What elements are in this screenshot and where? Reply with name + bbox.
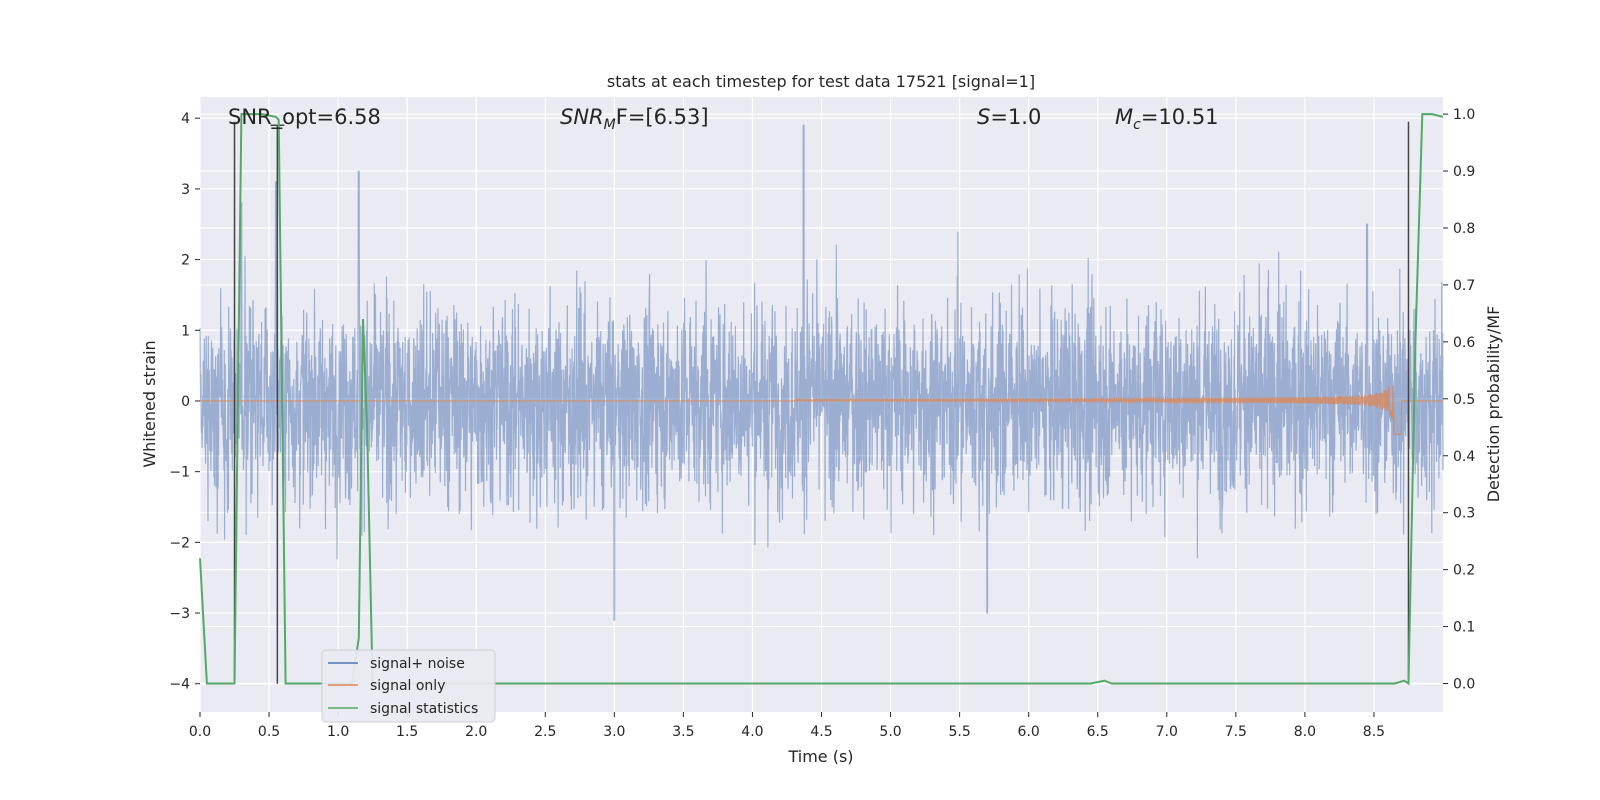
x-tick-label: 6.0 (1018, 724, 1040, 740)
y-tick-label: 0 (181, 394, 190, 410)
x-tick-label: 6.5 (1087, 724, 1109, 740)
x-tick-label: 2.5 (534, 724, 556, 740)
y-axis-left: −4 −3 −2 −1 0 1 2 3 4 (169, 111, 200, 693)
annotation-mc-sub: c (1133, 117, 1141, 133)
annotation-snr-mf: SNRMF=[6.53] (560, 105, 709, 133)
x-tick-label: 4.0 (741, 724, 763, 740)
annotation-snr-mf-main: SNR (560, 105, 604, 129)
x-tick-label: 7.5 (1225, 724, 1247, 740)
signal-plus-noise-line (199, 124, 1444, 621)
y-tick-label: −3 (169, 606, 190, 622)
legend-label-signal-statistics: signal statistics (370, 701, 478, 717)
x-tick-label: 4.5 (810, 724, 832, 740)
x-tick-label: 8.5 (1363, 724, 1385, 740)
x-tick-label: 5.0 (879, 724, 901, 740)
annotation-s: S=1.0 (977, 105, 1041, 129)
legend: signal+ noise signal only signal statist… (321, 649, 496, 723)
series-signal-statistics (199, 113, 1444, 686)
series-signal-plus-noise (199, 124, 1444, 621)
y-right-tick-label: 0.2 (1453, 563, 1475, 579)
legend-box (321, 649, 496, 723)
x-tick-label: 3.5 (672, 724, 694, 740)
x-tick-label: 0.5 (258, 724, 280, 740)
y-right-tick-label: 0.5 (1453, 392, 1475, 408)
y-right-tick-label: 0.6 (1453, 335, 1475, 351)
x-tick-label: 1.0 (327, 724, 349, 740)
annotation-mc-rest: =10.51 (1141, 105, 1219, 129)
y-axis-title: Whitened strain (140, 340, 159, 467)
chart-title: stats at each timestep for test data 175… (607, 72, 1035, 91)
x-tick-label: 2.0 (465, 724, 487, 740)
annotation-snr-mf-rest: F=[6.53] (616, 105, 709, 129)
y-right-tick-label: 0.4 (1453, 449, 1475, 465)
x-tick-label: 3.0 (603, 724, 625, 740)
x-axis: 0.0 0.5 1.0 1.5 2.0 2.5 3.0 3.5 4.0 4.5 5.0 5.5 6.0 6… (189, 712, 1385, 740)
annotation-mc: Mc=10.51 (1115, 105, 1219, 133)
y-tick-label: 4 (181, 111, 190, 127)
annotation-snr-mf-sub: M (604, 117, 616, 133)
series-signal-only (199, 385, 1443, 436)
y-right-tick-label: 1.0 (1453, 107, 1475, 123)
annotation-s-rest: =1.0 (990, 105, 1041, 129)
y-tick-label: −2 (169, 535, 190, 551)
annotation-mc-main: M (1115, 105, 1133, 129)
signal-only-line (199, 385, 1443, 436)
signal-statistics-line (199, 113, 1444, 686)
y-tick-label: 2 (181, 253, 190, 269)
y-right-tick-label: 0.0 (1453, 677, 1475, 693)
annotation-s-main: S (977, 105, 990, 129)
y-right-tick-label: 0.8 (1453, 221, 1475, 237)
x-tick-label: 7.0 (1156, 724, 1178, 740)
legend-label-signal-plus-noise: signal+ noise (370, 656, 465, 672)
x-tick-label: 5.5 (948, 724, 970, 740)
annotation-snr-opt: SNR_opt=6.58 (228, 105, 381, 130)
x-tick-label: 8.0 (1294, 724, 1316, 740)
marker-lines (233, 121, 1410, 684)
y-right-tick-label: 0.9 (1453, 164, 1475, 180)
y-tick-label: −4 (169, 677, 190, 693)
x-axis-title: Time (s) (787, 747, 853, 766)
y-axis-right-title: Detection probability/MF (1484, 306, 1503, 503)
legend-label-signal-only: signal only (370, 678, 445, 694)
y-tick-label: 1 (181, 323, 190, 339)
y-right-tick-label: 0.7 (1453, 278, 1475, 294)
y-tick-label: 3 (181, 182, 190, 198)
x-tick-label: 1.5 (396, 724, 418, 740)
x-tick-label: 0.0 (189, 724, 211, 740)
y-right-tick-label: 0.1 (1453, 620, 1475, 636)
y-tick-label: −1 (169, 465, 190, 481)
y-axis-right: 0.0 0.1 0.2 0.3 0.4 0.5 0.6 0.7 0.8 0.9 1.0 (1443, 107, 1475, 693)
y-right-tick-label: 0.3 (1453, 506, 1475, 522)
